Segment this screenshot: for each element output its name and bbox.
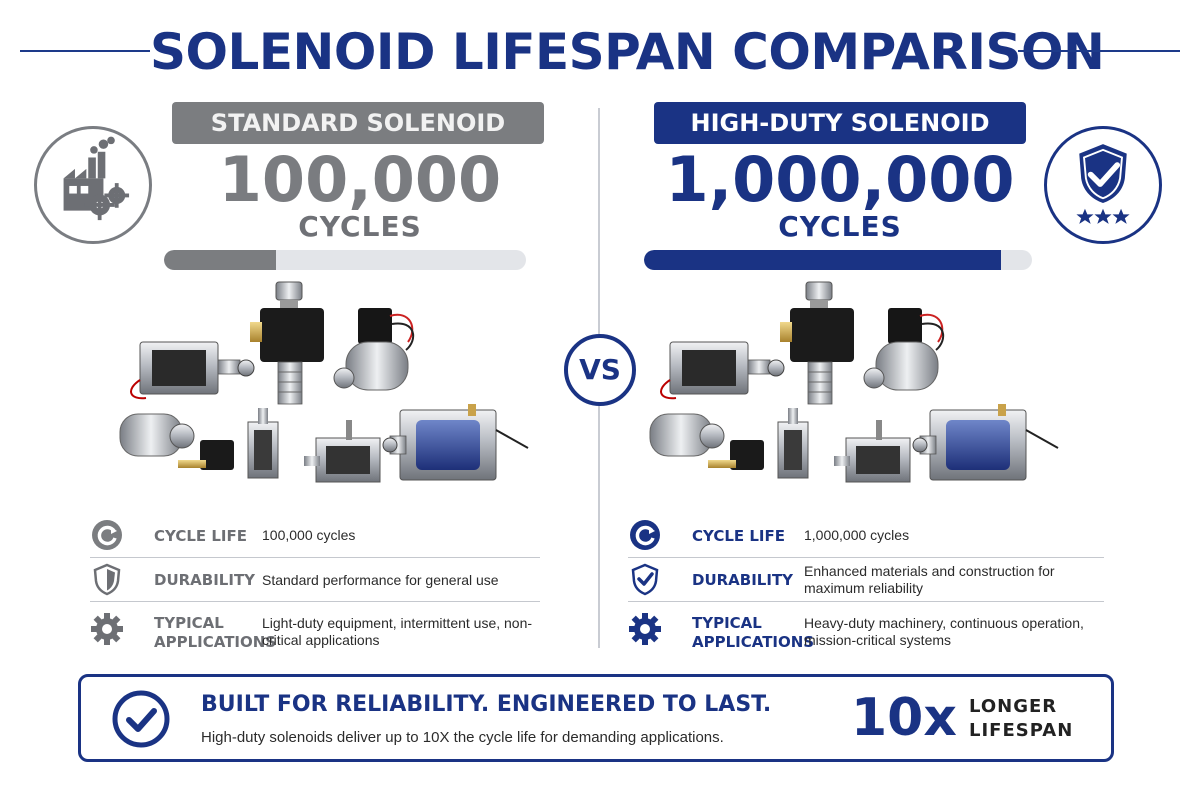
shield-check-stars-icon: [1044, 126, 1162, 244]
standard-lifespan-bar: [164, 250, 526, 270]
standard-lifespan-bar-fill: [164, 250, 277, 270]
high-duty-cycle-unit: CYCLES: [778, 210, 902, 243]
spec-divider: [628, 557, 1104, 558]
spec-value: Enhanced materials and construction for …: [804, 563, 1055, 596]
high-duty-lifespan-bar: [644, 250, 1032, 270]
standard-cycle-count: 100,000: [218, 143, 502, 216]
spec-label: CYCLE LIFE: [154, 527, 248, 545]
standard-panel: STANDARD SOLENOID 100,000 CYCLES CYCLE L…: [20, 100, 580, 660]
gear-icon: [628, 612, 662, 646]
spec-divider: [628, 601, 1104, 602]
standard-cycle-unit: CYCLES: [298, 210, 422, 243]
title-rule-left: [20, 50, 150, 52]
standard-spec-cycle-life: CYCLE LIFE 100,000 cycles: [90, 514, 540, 558]
standard-spec-durability: DURABILITY Standard performance for gene…: [90, 558, 540, 602]
spec-label: TYPICAL APPLICATIONS: [154, 614, 277, 651]
high-duty-spec-durability: DURABILITY Enhanced materials and constr…: [628, 558, 1104, 602]
spec-value: Heavy-duty machinery, continuous operati…: [804, 615, 1084, 648]
standard-product-image: [100, 280, 560, 510]
spec-label: DURABILITY: [154, 571, 256, 589]
cycle-arrow-icon: [628, 518, 662, 552]
high-duty-banner: HIGH-DUTY SOLENOID: [654, 102, 1026, 144]
spec-label: CYCLE LIFE: [692, 527, 786, 545]
shield-icon: [90, 562, 124, 596]
shield-check-icon: [628, 562, 662, 596]
spec-value: Standard performance for general use: [262, 572, 499, 588]
footer-subtext: High-duty solenoids deliver up to 10X th…: [201, 729, 724, 746]
high-duty-panel: HIGH-DUTY SOLENOID 1,000,000 CYCLES CYCL…: [620, 100, 1180, 660]
title-row: SOLENOID LIFESPAN COMPARISON: [0, 22, 1200, 82]
spec-value: 100,000 cycles: [262, 527, 356, 543]
spec-value: 1,000,000 cycles: [804, 527, 910, 543]
lifespan-multiplier-label: LONGER LIFESPAN: [969, 696, 1074, 741]
spec-value: Light-duty equipment, intermittent use, …: [262, 615, 533, 648]
page-title: SOLENOID LIFESPAN COMPARISON: [150, 23, 1105, 81]
spec-label: TYPICAL APPLICATIONS: [692, 614, 815, 651]
high-duty-spec-applications: TYPICAL APPLICATIONS Heavy-duty machiner…: [628, 602, 1104, 660]
footer-headline: BUILT FOR RELIABILITY. ENGINEERED TO LAS…: [201, 692, 772, 717]
vs-badge: VS: [564, 334, 636, 406]
spec-divider: [90, 601, 540, 602]
title-rule-right: [1018, 50, 1180, 52]
high-duty-spec-cycle-life: CYCLE LIFE 1,000,000 cycles: [628, 514, 1104, 558]
spec-divider: [90, 557, 540, 558]
high-duty-product-image: [630, 280, 1090, 510]
spec-label: DURABILITY: [692, 571, 794, 589]
lifespan-multiplier: 10x: [851, 688, 957, 748]
standard-spec-applications: TYPICAL APPLICATIONS Light-duty equipmen…: [90, 602, 540, 660]
gear-icon: [90, 612, 124, 646]
cycle-arrow-icon: [90, 518, 124, 552]
reliability-footer: BUILT FOR RELIABILITY. ENGINEERED TO LAS…: [78, 674, 1114, 762]
factory-gears-icon: [34, 126, 152, 244]
check-circle-icon: [111, 689, 171, 749]
high-duty-cycle-count: 1,000,000: [665, 143, 1015, 216]
standard-banner: STANDARD SOLENOID: [172, 102, 544, 144]
high-duty-lifespan-bar-fill: [644, 250, 1001, 270]
